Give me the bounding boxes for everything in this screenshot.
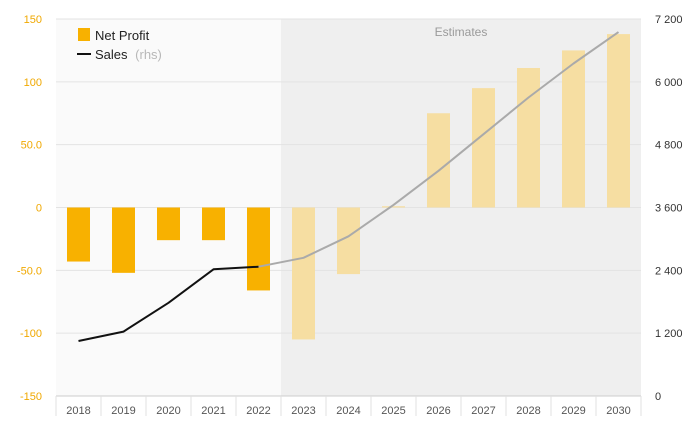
x-tick-label: 2020 [156, 405, 180, 417]
x-tick-label: 2019 [111, 405, 135, 417]
left-tick-label: -100 [20, 328, 42, 340]
x-tick-label: 2021 [201, 405, 225, 417]
left-tick-label: 150 [24, 14, 42, 26]
bar-net-profit [337, 207, 360, 275]
legend: Net Profit Sales (rhs) [77, 28, 162, 62]
legend-label-sales-name: Sales [95, 47, 128, 62]
bar-net-profit [472, 88, 495, 208]
estimates-label: Estimates [435, 25, 488, 39]
x-tick-label: 2026 [426, 405, 450, 417]
right-tick-label: 0 [655, 391, 661, 403]
sales-line-actual [78, 265, 259, 342]
x-tick-label: 2023 [291, 405, 315, 417]
bar-net-profit [382, 206, 405, 208]
bar-net-profit [427, 113, 450, 208]
x-tick-label: 2022 [246, 405, 270, 417]
bar-net-profit [292, 207, 315, 340]
legend-label-sales: Sales (rhs) [95, 47, 162, 62]
left-tick-label: 100 [24, 77, 42, 89]
bar-net-profit [247, 207, 270, 291]
axes: -150 -100 -50.0 0 50.0 100 150 0 1 200 2 400 3 600… [17, 14, 683, 417]
x-tick-label: 2025 [381, 405, 405, 417]
x-tick-label: 2027 [471, 405, 495, 417]
bar-net-profit [517, 68, 540, 208]
x-tick-label: 2030 [606, 405, 630, 417]
x-tick-label: 2024 [336, 405, 360, 417]
bar-net-profit [67, 207, 90, 262]
bar-net-profit [157, 207, 180, 241]
right-tick-label: 2 400 [655, 265, 683, 277]
bar-net-profit [112, 207, 135, 273]
bar-net-profit [607, 34, 630, 208]
legend-label-sales-suffix: (rhs) [135, 47, 162, 62]
legend-label-net-profit: Net Profit [95, 28, 150, 43]
right-tick-label: 1 200 [655, 328, 683, 340]
left-tick-label: 50.0 [21, 140, 42, 152]
left-tick-label: -50.0 [17, 265, 42, 277]
left-tick-label: -150 [20, 391, 42, 403]
sales-line-estimate [258, 31, 620, 268]
x-tick-label: 2028 [516, 405, 540, 417]
bar-net-profit [202, 207, 225, 241]
right-tick-label: 3 600 [655, 203, 683, 215]
x-tick-label: 2029 [561, 405, 585, 417]
legend-swatch-net-profit [78, 28, 90, 41]
sales-line [78, 31, 620, 342]
x-tick-label: 2018 [66, 405, 90, 417]
right-tick-label: 7 200 [655, 14, 683, 26]
right-tick-label: 4 800 [655, 140, 683, 152]
left-tick-label: 0 [36, 203, 42, 215]
bar-net-profit [562, 50, 585, 208]
right-tick-label: 6 000 [655, 77, 683, 89]
